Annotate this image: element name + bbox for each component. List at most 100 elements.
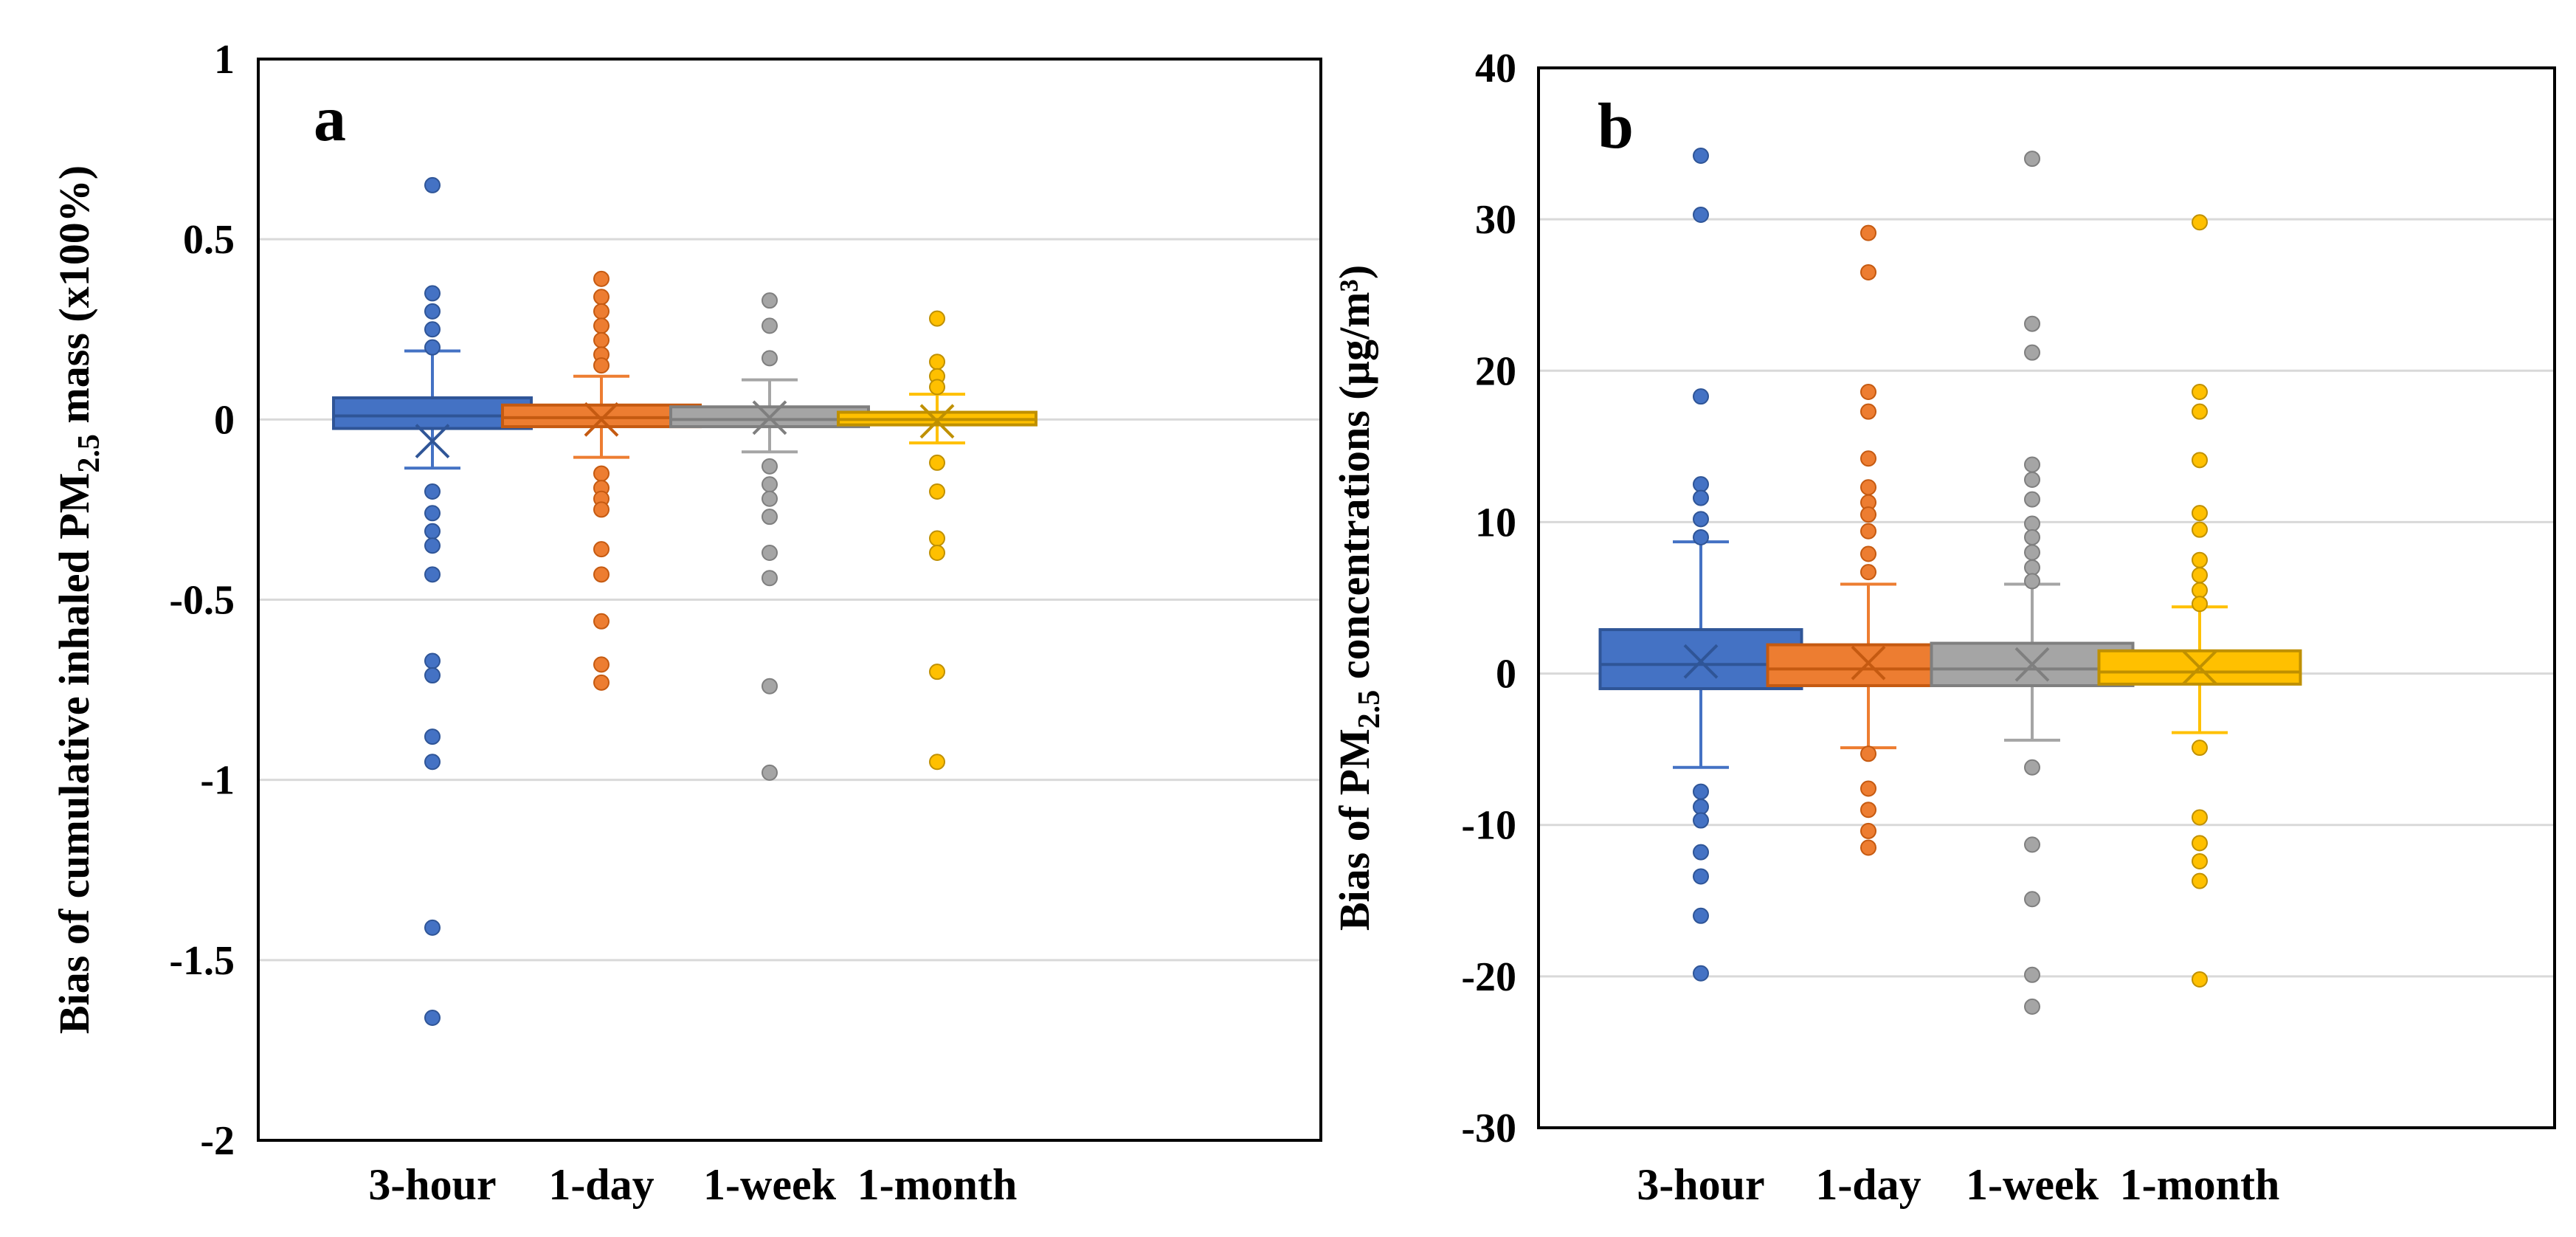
outlier-point (1860, 263, 1876, 280)
outlier-point (1860, 224, 1876, 241)
y-tick-label: -0.5 (169, 578, 235, 624)
outlier-point (2024, 471, 2040, 488)
box-1-week (669, 292, 870, 781)
outlier-point (593, 303, 610, 320)
outlier-point (1693, 528, 1709, 545)
y-tick-label: -2 (200, 1118, 235, 1164)
mean-marker (2182, 649, 2217, 685)
outlier-point (1693, 812, 1709, 829)
outlier-point (1693, 844, 1709, 861)
outlier-point (762, 490, 778, 507)
y-tick-label: 20 (1475, 348, 1516, 394)
outlier-point (2192, 567, 2208, 584)
outlier-point (2192, 852, 2208, 869)
box-1-day (501, 270, 702, 691)
outlier-point (593, 501, 610, 518)
y-tick-label: -1.5 (169, 938, 235, 984)
outlier-point (1693, 206, 1709, 223)
outlier-point (762, 570, 778, 587)
category-label: 1-week (703, 1160, 837, 1209)
outlier-point (424, 652, 441, 669)
outlier-point (424, 1009, 441, 1026)
outlier-point (1860, 403, 1876, 420)
outlier-point (929, 354, 945, 371)
outlier-point (593, 566, 610, 583)
outlier-point (929, 379, 945, 396)
y-tick-label: -1 (200, 758, 235, 804)
outlier-point (424, 176, 441, 193)
mean-marker (2014, 647, 2050, 682)
outlier-point (2192, 521, 2208, 538)
outlier-point (1860, 450, 1876, 467)
outlier-point (2024, 559, 2040, 576)
box-3-hour (332, 176, 533, 1026)
outlier-point (2192, 872, 2208, 889)
outlier-point (2192, 835, 2208, 852)
y-tick-label: 40 (1475, 46, 1516, 92)
outlier-point (593, 656, 610, 673)
outlier-point (1693, 965, 1709, 982)
outlier-point (762, 476, 778, 493)
outlier-point (929, 664, 945, 680)
outlier-point (424, 566, 441, 583)
category-label: 3-hour (1637, 1160, 1764, 1209)
outlier-point (593, 541, 610, 558)
outlier-point (762, 317, 778, 334)
outlier-point (424, 667, 441, 684)
outlier-point (929, 310, 945, 327)
mean-marker (1683, 644, 1719, 679)
y-tick-label: 10 (1475, 500, 1516, 545)
outlier-point (2024, 759, 2040, 776)
outlier-point (2192, 740, 2208, 757)
panel-letter: a (314, 83, 346, 155)
outlier-point (762, 458, 778, 475)
outlier-point (762, 509, 778, 526)
outlier-point (2192, 452, 2208, 469)
outlier-point (2024, 528, 2040, 545)
outlier-point (2024, 491, 2040, 508)
outlier-point (1693, 783, 1709, 800)
outlier-point (424, 728, 441, 745)
mean-marker (584, 402, 619, 437)
outlier-point (2024, 573, 2040, 590)
outlier-point (1693, 907, 1709, 924)
box-1-day (1766, 224, 1971, 856)
box-3-hour (1598, 147, 1803, 982)
y-tick-label: 0 (1496, 652, 1516, 697)
box-1-month (2097, 214, 2302, 988)
outlier-point (593, 270, 610, 287)
y-tick-label: 0.5 (183, 217, 235, 263)
category-label: 1-week (1966, 1160, 2099, 1209)
y-axis-label: Bias of cumulative inhaled PM2.5 mass (x… (50, 165, 106, 1034)
outlier-point (929, 545, 945, 562)
outlier-point (762, 764, 778, 781)
mean-marker (919, 404, 955, 439)
outlier-point (424, 919, 441, 936)
mean-marker (415, 424, 450, 459)
y-tick-label: 0 (214, 397, 235, 443)
outlier-point (1693, 388, 1709, 405)
outlier-point (2024, 344, 2040, 361)
outlier-point (593, 465, 610, 482)
outlier-point (424, 754, 441, 771)
y-tick-label: -20 (1461, 954, 1516, 1000)
y-tick-label: 1 (214, 37, 235, 83)
outlier-point (1860, 506, 1876, 523)
outlier-point (2192, 971, 2208, 988)
outlier-point (424, 321, 441, 338)
mean-marker (1851, 645, 1886, 680)
outlier-point (424, 483, 441, 500)
outlier-point (2192, 505, 2208, 522)
outlier-point (593, 674, 610, 691)
outlier-point (2192, 403, 2208, 420)
outlier-point (2024, 966, 2040, 983)
outlier-point (929, 483, 945, 500)
y-tick-label: 30 (1475, 197, 1516, 243)
outlier-point (1693, 511, 1709, 528)
outlier-point (2192, 582, 2208, 599)
outlier-point (762, 545, 778, 562)
panel-letter: b (1598, 91, 1634, 162)
outlier-point (593, 289, 610, 306)
outlier-point (424, 505, 441, 522)
